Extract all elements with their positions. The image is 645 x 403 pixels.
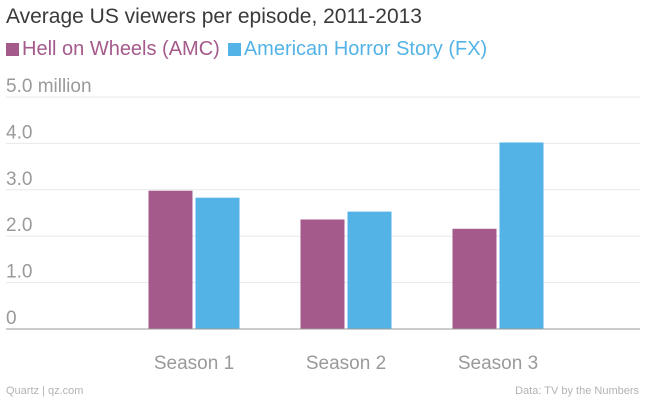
legend-label-american-horror-story: American Horror Story (FX) <box>243 37 488 60</box>
legend-item-hell-on-wheels: Hell on Wheels (AMC) <box>6 38 220 61</box>
y-tick-label: 1.0 <box>6 262 32 283</box>
y-tick-label: 3.0 <box>6 169 32 190</box>
x-tick-label: Season 2 <box>306 353 386 374</box>
x-tick-label: Season 3 <box>458 353 538 374</box>
x-tick-label: Season 1 <box>154 353 234 374</box>
bar-american-horror-story-1 <box>195 197 240 329</box>
y-tick-label: 4.0 <box>6 122 32 143</box>
legend-swatch-hell-on-wheels <box>6 42 19 56</box>
y-tick-label: 0 <box>6 308 17 329</box>
y-tick-label: 5.0 million <box>6 76 92 97</box>
chart-title: Average US viewers per episode, 2011-201… <box>6 5 422 28</box>
bar-american-horror-story-3 <box>499 142 544 329</box>
bar-hell-on-wheels-2 <box>300 219 345 329</box>
y-tick-label: 2.0 <box>6 215 32 236</box>
bar-american-horror-story-2 <box>347 211 392 329</box>
footer-source-right: Data: TV by the Numbers <box>515 385 639 397</box>
bar-hell-on-wheels-1 <box>148 190 193 329</box>
footer-source-left: Quartz | qz.com <box>6 385 84 397</box>
bar-hell-on-wheels-3 <box>452 228 497 329</box>
legend: Hell on Wheels (AMC) American Horror Sto… <box>6 36 495 62</box>
legend-label-hell-on-wheels: Hell on Wheels (AMC) <box>22 37 220 60</box>
legend-swatch-american-horror-story <box>227 42 241 56</box>
legend-item-american-horror-story: American Horror Story (FX) <box>227 37 488 61</box>
